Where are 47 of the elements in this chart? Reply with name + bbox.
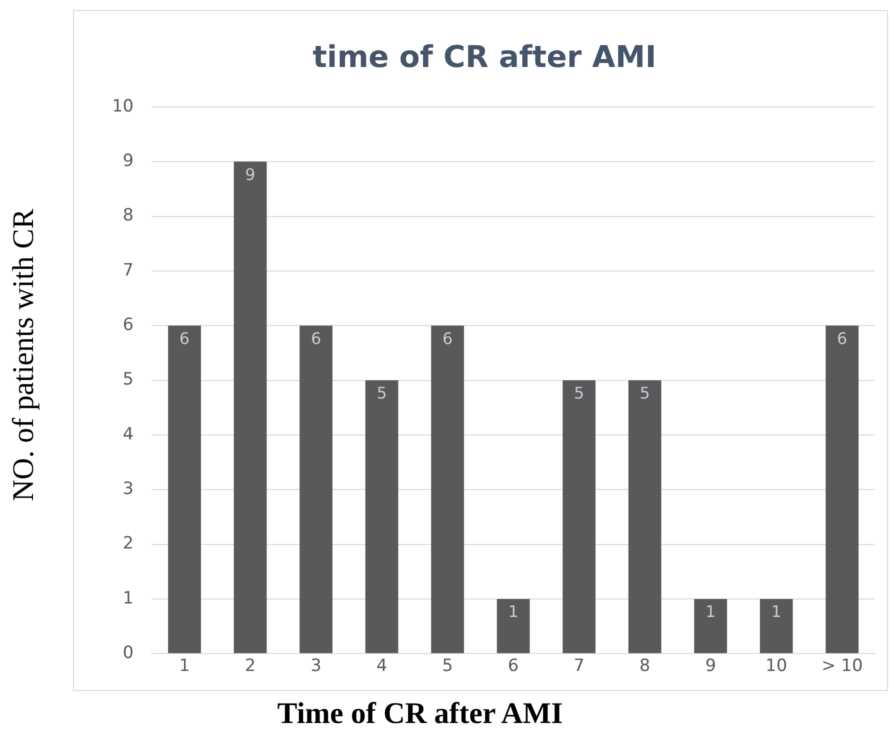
bar <box>694 598 728 654</box>
x-tick-label: 8 <box>639 656 650 676</box>
data-label: 6 <box>310 328 322 348</box>
bar <box>431 326 464 654</box>
y-tick-label: 1 <box>122 588 134 608</box>
x-tick-label: 3 <box>310 656 322 676</box>
data-label: 1 <box>508 602 518 622</box>
x-tick-label: 2 <box>244 656 256 676</box>
data-label: 5 <box>574 383 584 402</box>
data-label: 6 <box>442 328 453 348</box>
data-label: 1 <box>771 602 782 622</box>
bar <box>300 326 332 654</box>
x-tick-label: 4 <box>376 656 388 676</box>
data-label: 9 <box>245 164 256 184</box>
bar <box>826 326 859 654</box>
bar <box>234 162 267 654</box>
bar <box>168 326 201 654</box>
bar <box>760 598 793 654</box>
x-tick-label: 9 <box>705 656 716 676</box>
bar <box>496 598 530 654</box>
y-tick-label: 7 <box>122 260 134 280</box>
bar <box>365 380 398 654</box>
y-tick-label: 2 <box>122 534 134 554</box>
y-tick-label: 0 <box>122 643 134 664</box>
data-label: 5 <box>376 383 387 402</box>
y-tick-label: 9 <box>122 151 134 172</box>
bar <box>628 380 662 654</box>
x-tick-label: 7 <box>574 656 584 676</box>
data-label: 1 <box>706 602 716 622</box>
x-tick-label: 10 <box>766 656 788 676</box>
x-tick-label: > 10 <box>821 656 863 676</box>
bar <box>562 380 596 654</box>
data-label: 6 <box>179 328 190 348</box>
chart-title: time of CR after AMI <box>312 40 656 75</box>
y-axis-title: NO. of patients with CR <box>7 208 41 502</box>
x-tick-label: 6 <box>508 656 519 676</box>
y-tick-label: 10 <box>112 96 134 116</box>
y-tick-label: 3 <box>122 479 134 500</box>
x-axis-title: Time of CR after AMI <box>277 697 563 731</box>
x-tick-label: 1 <box>179 656 190 676</box>
x-tick-label: 5 <box>442 656 453 676</box>
data-label: 6 <box>837 328 848 348</box>
data-label: 5 <box>640 383 650 402</box>
y-tick-label: 4 <box>122 424 134 444</box>
y-tick-label: 6 <box>122 315 134 336</box>
y-tick-label: 8 <box>122 206 134 226</box>
y-tick-label: 5 <box>122 370 134 390</box>
